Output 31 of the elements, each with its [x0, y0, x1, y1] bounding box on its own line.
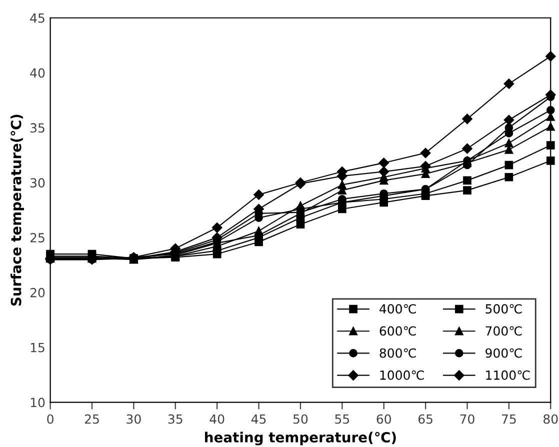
- y-tick-label: 15: [30, 343, 44, 352]
- y-tick-label: 20: [30, 288, 45, 298]
- legend-label: 500℃: [486, 304, 522, 314]
- legend-label: 1100℃: [486, 370, 530, 380]
- legend-label: 400℃: [380, 304, 416, 314]
- y-tick-label: 35: [30, 123, 44, 133]
- x-tick-label: 70: [460, 414, 474, 424]
- x-tick-label: 40: [210, 414, 224, 424]
- y-tick-label: 40: [30, 68, 45, 78]
- y-tick-label: 30: [30, 178, 45, 188]
- x-tick-label: 50: [293, 414, 308, 424]
- x-tick-label: 45: [251, 414, 266, 424]
- y-tick-label: 10: [30, 398, 45, 408]
- x-tick-label: 55: [335, 414, 350, 424]
- x-tick-label: 65: [418, 414, 432, 424]
- legend-label: 1000℃: [380, 370, 424, 380]
- legend-label: 800℃: [380, 348, 416, 358]
- x-tick-label: 35: [168, 414, 182, 424]
- x-tick-label: 0: [47, 414, 54, 424]
- y-tick-label: 45: [30, 14, 44, 23]
- x-tick-label: 25: [84, 414, 99, 424]
- x-tick-label: 80: [544, 414, 558, 424]
- legend-label: 700℃: [486, 326, 522, 336]
- y-tick-label: 25: [30, 233, 44, 242]
- legend-label: 600℃: [380, 326, 416, 336]
- legend-label: 900℃: [486, 348, 522, 358]
- x-tick-label: 30: [126, 414, 141, 424]
- x-tick-label: 60: [376, 414, 391, 424]
- x-axis-title: heating temperature(℃): [205, 432, 396, 446]
- y-axis-title: Surface temperature(℃): [10, 114, 24, 306]
- x-tick-label: 75: [502, 414, 516, 424]
